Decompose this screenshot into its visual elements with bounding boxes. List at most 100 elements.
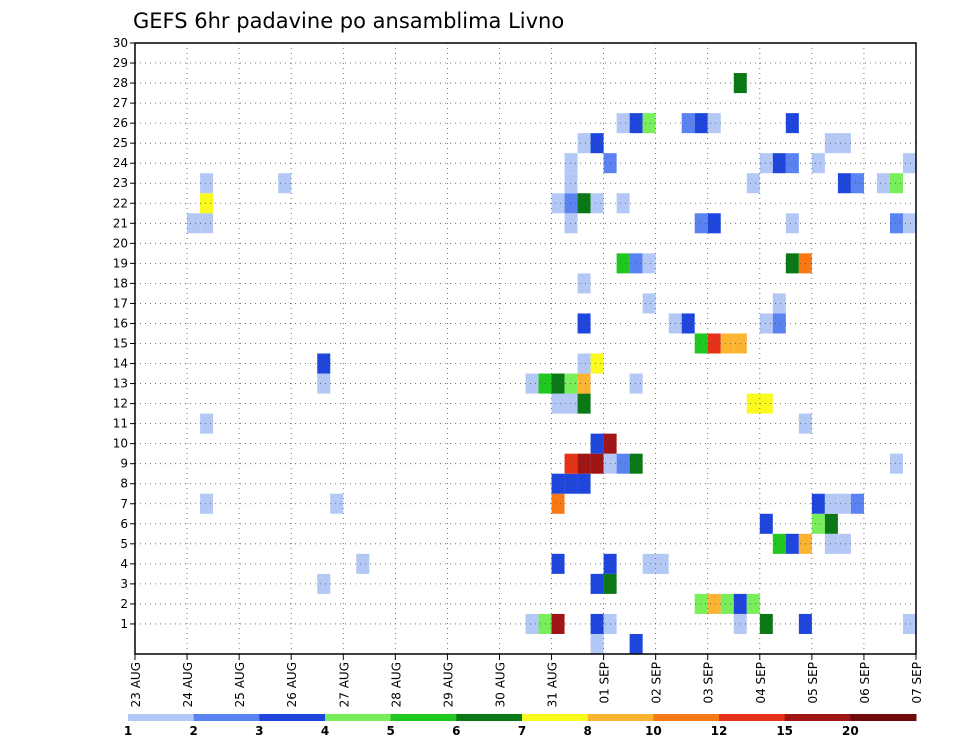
- heatmap-cell: [707, 593, 721, 614]
- heatmap-cell: [681, 313, 695, 334]
- colorbar-label: 6: [452, 724, 460, 738]
- heatmap-cell: [824, 493, 838, 514]
- y-tick-label: 18: [113, 276, 128, 290]
- heatmap-cell: [330, 493, 344, 514]
- heatmap-cell: [564, 393, 578, 414]
- colorbar-label: 4: [321, 724, 329, 738]
- heatmap-cell: [707, 113, 721, 134]
- x-tick-label: 27 AUG: [337, 662, 351, 707]
- heatmap-cell: [551, 553, 565, 574]
- x-tick-label: 01 SEP: [598, 662, 612, 704]
- heatmap-cell: [616, 253, 630, 274]
- heatmap-cell: [902, 613, 916, 634]
- heatmap-cell: [902, 153, 916, 174]
- colorbar-swatch: [128, 714, 195, 721]
- y-tick-label: 5: [120, 537, 128, 551]
- y-tick-label: 21: [113, 216, 128, 230]
- heatmap-cell: [616, 193, 630, 214]
- heatmap-cell: [876, 173, 890, 194]
- colorbar-label: 7: [518, 724, 526, 738]
- heatmap-cell: [889, 213, 903, 234]
- y-tick-label: 15: [113, 336, 128, 350]
- x-tick-label: 06 SEP: [858, 662, 872, 704]
- heatmap-cell: [200, 413, 214, 434]
- heatmap-cell: [616, 453, 630, 474]
- heatmap-cell: [707, 333, 721, 354]
- heatmap-cell: [551, 193, 565, 214]
- y-tick-label: 20: [113, 236, 128, 250]
- heatmap-cell: [551, 613, 565, 634]
- heatmap-cell: [564, 173, 578, 194]
- heatmap-cell: [746, 393, 760, 414]
- heatmap-cell: [837, 173, 851, 194]
- colorbar-swatch: [719, 714, 786, 721]
- colorbar-label: 20: [842, 724, 859, 738]
- heatmap-cell: [694, 213, 708, 234]
- heatmap-cell: [577, 373, 591, 394]
- heatmap-cell: [629, 113, 643, 134]
- y-tick-label: 1: [120, 617, 128, 631]
- heatmap-cell: [759, 313, 773, 334]
- heatmap-cell: [564, 373, 578, 394]
- heatmap-cell: [889, 173, 903, 194]
- heatmap-cell: [655, 553, 669, 574]
- heatmap-cell: [525, 373, 539, 394]
- x-tick-label: 30 AUG: [493, 662, 507, 707]
- heatmap-cell: [590, 353, 604, 374]
- colorbar-label: 15: [776, 724, 793, 738]
- y-tick-label: 10: [113, 437, 128, 451]
- heatmap-cell: [590, 633, 604, 654]
- heatmap-cell: [785, 253, 799, 274]
- heatmap-cell: [902, 213, 916, 234]
- heatmap-cell: [642, 293, 656, 314]
- heatmap-cell: [317, 353, 331, 374]
- y-tick-label: 27: [113, 96, 128, 110]
- y-tick-label: 2: [120, 597, 128, 611]
- heatmap-cell: [616, 113, 630, 134]
- y-tick-label: 25: [113, 136, 128, 150]
- heatmap-cell: [200, 173, 214, 194]
- heatmap-cell: [525, 613, 539, 634]
- y-axis: 1234567891011121314151617181920212223242…: [113, 36, 135, 631]
- colorbar-swatch: [193, 714, 260, 721]
- x-tick-label: 23 AUG: [129, 662, 143, 707]
- y-tick-label: 24: [113, 156, 128, 170]
- heatmap-cell: [759, 513, 773, 534]
- colorbar-swatch: [259, 714, 326, 721]
- heatmap-cell: [850, 493, 864, 514]
- x-tick-label: 26 AUG: [285, 662, 299, 707]
- x-tick-label: 02 SEP: [650, 662, 664, 704]
- heatmap-cell: [590, 193, 604, 214]
- colorbar-legend: 1 2 3 4 5 6 7 8 10 12 15 20: [124, 714, 917, 738]
- y-tick-label: 30: [113, 36, 128, 50]
- colorbar-swatch: [325, 714, 392, 721]
- y-tick-label: 26: [113, 116, 128, 130]
- heatmap-cell: [200, 193, 214, 214]
- heatmap-cell: [577, 133, 591, 154]
- heatmap-cell: [590, 613, 604, 634]
- heatmap-cell: [785, 533, 799, 554]
- heatmap-cell: [720, 593, 734, 614]
- heatmap-cell: [564, 453, 578, 474]
- colorbar-swatch: [653, 714, 720, 721]
- heatmap-cell: [278, 173, 292, 194]
- heatmap-cell: [720, 333, 734, 354]
- heatmap-cell: [577, 193, 591, 214]
- y-tick-label: 12: [113, 397, 128, 411]
- colorbar-label: 10: [645, 724, 662, 738]
- heatmap-cell: [551, 393, 565, 414]
- heatmap-cell: [850, 173, 864, 194]
- heatmap-cell: [824, 533, 838, 554]
- y-tick-label: 7: [120, 497, 128, 511]
- heatmap-cell: [746, 593, 760, 614]
- x-tick-label: 25 AUG: [233, 662, 247, 707]
- heatmap-cell: [577, 473, 591, 494]
- heatmap-cell: [824, 133, 838, 154]
- heatmap-cell: [772, 153, 786, 174]
- colorbar-swatch: [850, 714, 917, 721]
- heatmap-cell: [551, 493, 565, 514]
- heatmap-cell: [642, 553, 656, 574]
- colorbar-label: 8: [583, 724, 591, 738]
- colorbar-swatch: [784, 714, 851, 721]
- heatmap-cell: [811, 493, 825, 514]
